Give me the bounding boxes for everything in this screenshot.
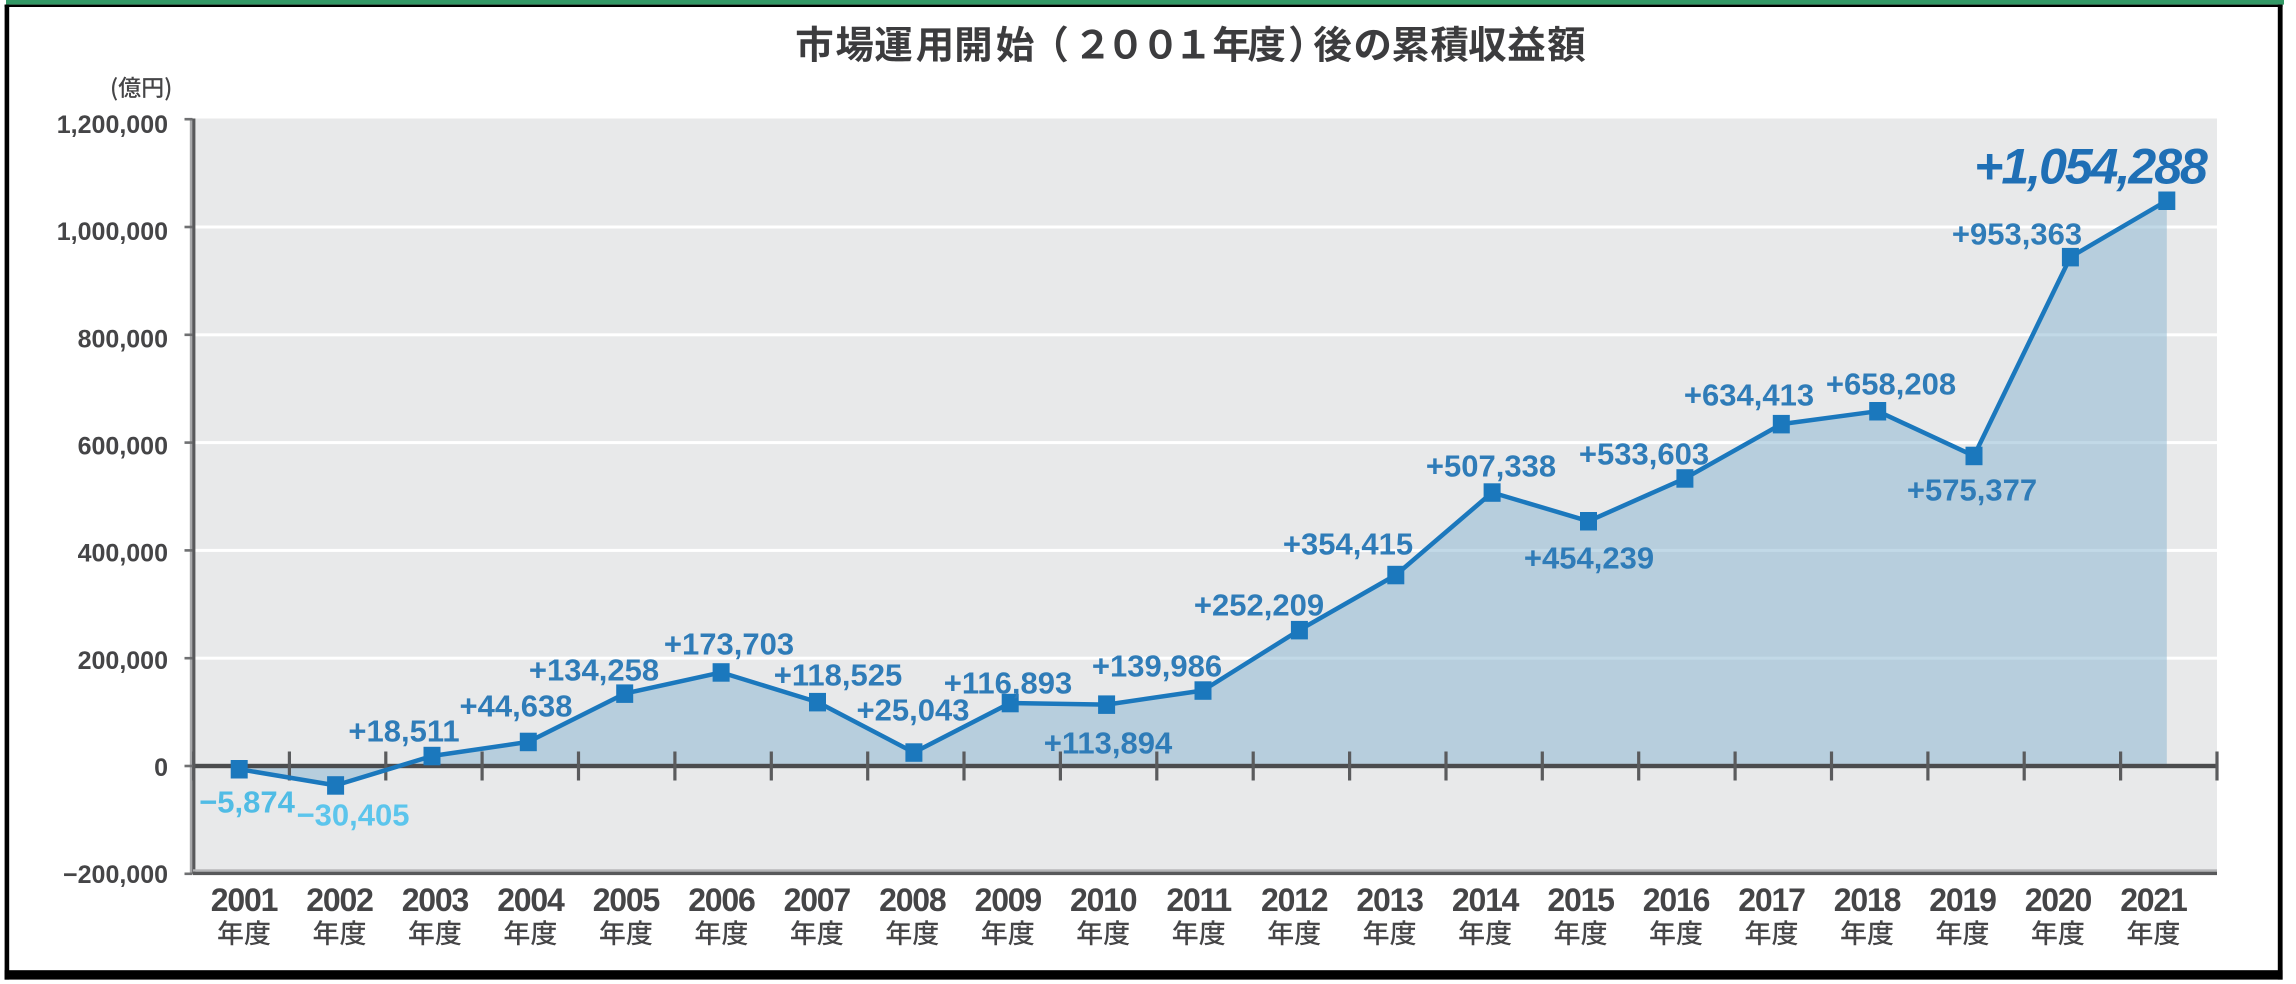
svg-text:2016: 2016 xyxy=(1643,882,1710,918)
svg-text:2004: 2004 xyxy=(497,882,565,918)
svg-text:+25,043: +25,043 xyxy=(857,692,970,727)
svg-text:2014: 2014 xyxy=(1452,882,1520,918)
svg-text:+139,986: +139,986 xyxy=(1092,648,1222,683)
svg-text:2021: 2021 xyxy=(2120,882,2187,918)
svg-text:−200,000: −200,000 xyxy=(63,861,168,889)
svg-text:+634,413: +634,413 xyxy=(1684,377,1814,412)
svg-text:+533,603: +533,603 xyxy=(1579,436,1709,471)
svg-text:−30,405: −30,405 xyxy=(297,797,410,832)
svg-text:2017: 2017 xyxy=(1738,882,1805,918)
svg-text:−5,874: −5,874 xyxy=(199,784,295,819)
svg-text:+354,415: +354,415 xyxy=(1283,526,1413,561)
svg-text:2013: 2013 xyxy=(1356,882,1423,918)
svg-text:800,000: 800,000 xyxy=(78,325,168,353)
svg-text:200,000: 200,000 xyxy=(78,647,168,675)
svg-text:600,000: 600,000 xyxy=(78,433,168,461)
svg-text:+116,893: +116,893 xyxy=(944,665,1072,700)
svg-text:2006: 2006 xyxy=(688,882,755,918)
svg-text:1,000,000: 1,000,000 xyxy=(57,218,168,246)
svg-text:2019: 2019 xyxy=(1929,882,1996,918)
svg-text:+118,525: +118,525 xyxy=(774,657,902,692)
svg-text:+658,208: +658,208 xyxy=(1826,366,1956,401)
svg-text:2007: 2007 xyxy=(784,882,851,918)
svg-text:+173,703: +173,703 xyxy=(664,626,794,661)
svg-text:2020: 2020 xyxy=(2025,882,2092,918)
svg-text:2015: 2015 xyxy=(1547,882,1614,918)
svg-text:+953,363: +953,363 xyxy=(1952,216,2082,251)
svg-text:+454,239: +454,239 xyxy=(1524,540,1654,575)
svg-text:2003: 2003 xyxy=(402,882,469,918)
svg-text:0: 0 xyxy=(154,754,168,782)
svg-text:+1,054,288: +1,054,288 xyxy=(1974,138,2208,194)
svg-text:2009: 2009 xyxy=(975,882,1042,918)
svg-text:2002: 2002 xyxy=(306,882,373,918)
svg-text:2010: 2010 xyxy=(1070,882,1137,918)
svg-text:+575,377: +575,377 xyxy=(1907,472,2037,507)
svg-text:+507,338: +507,338 xyxy=(1426,448,1556,483)
svg-text:+134,258: +134,258 xyxy=(529,652,659,687)
svg-text:2018: 2018 xyxy=(1834,882,1901,918)
svg-text:+18,511: +18,511 xyxy=(348,713,459,748)
svg-text:2012: 2012 xyxy=(1261,882,1328,918)
svg-text:2001: 2001 xyxy=(211,882,278,918)
svg-text:2008: 2008 xyxy=(879,882,946,918)
svg-text:400,000: 400,000 xyxy=(78,540,168,568)
svg-text:2005: 2005 xyxy=(593,882,660,918)
svg-text:2011: 2011 xyxy=(1166,882,1231,918)
svg-text:+252,209: +252,209 xyxy=(1194,587,1324,622)
svg-text:1,200,000: 1,200,000 xyxy=(57,111,168,139)
svg-text:+113,894: +113,894 xyxy=(1044,725,1173,760)
svg-text:+44,638: +44,638 xyxy=(460,688,573,723)
